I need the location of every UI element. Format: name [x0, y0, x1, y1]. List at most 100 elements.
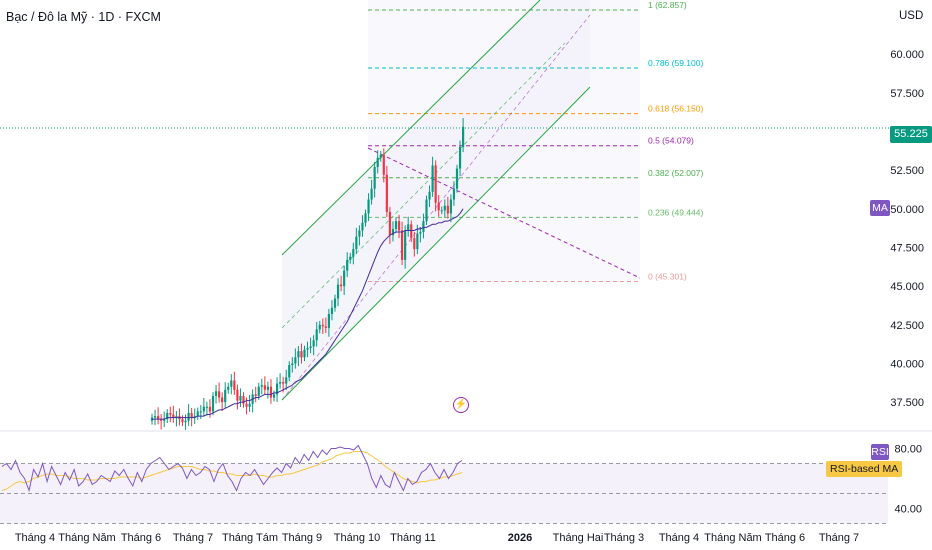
candle-body [285, 377, 288, 384]
channel-lower-line [281, 86, 591, 401]
price-tick-label: 52.500 [890, 165, 924, 177]
candle-body [364, 213, 367, 223]
rsi-label[interactable]: RSI [871, 444, 889, 460]
candle-body [157, 416, 160, 420]
candle-body [324, 326, 327, 328]
candle-body [190, 412, 193, 418]
candle-body [309, 346, 312, 349]
currency-label[interactable]: USD [899, 10, 924, 22]
candle-body [330, 307, 334, 314]
candle-body [419, 232, 422, 234]
time-tick-label: Tháng 7 [819, 532, 859, 544]
fib-level-label: 0.382 (52.007) [648, 168, 703, 178]
fibonacci-fill [368, 0, 640, 280]
candle-body [282, 382, 285, 384]
candle-body [239, 395, 242, 401]
price-tick-label: 40.000 [890, 358, 924, 370]
ma-line [152, 208, 464, 420]
rsi-tick-label: 40.00 [894, 504, 922, 516]
candle-body [202, 406, 205, 412]
fib-level-label: 0.5 (54.079) [648, 136, 694, 146]
time-tick-label: Tháng Năm [58, 532, 115, 544]
rsi-ma-line [1, 451, 463, 491]
candle-body [187, 412, 190, 421]
candle-body [245, 403, 248, 407]
flash-event-icon[interactable]: ⚡ [453, 397, 469, 413]
price-axis[interactable]: 60.00057.50055.00052.50050.00047.50045.0… [890, 49, 924, 409]
candle-body [163, 419, 166, 421]
candle-body [321, 324, 324, 327]
candle-body [349, 256, 352, 260]
candle-body [431, 165, 434, 192]
candle-body [175, 416, 178, 418]
candle-body [263, 385, 266, 390]
candle-body [160, 419, 163, 421]
candle-body [294, 357, 297, 364]
candle-body [193, 416, 196, 418]
candle-body [367, 199, 370, 214]
candle-body [205, 406, 208, 408]
time-tick-label: Tháng 10 [334, 532, 380, 544]
candle-body [269, 386, 273, 398]
fib-level-label: 1 (62.857) [648, 0, 687, 10]
fib-level-label: 0.236 (49.444) [648, 207, 703, 217]
candle-body [443, 205, 446, 211]
price-tick-label: 42.500 [890, 320, 924, 332]
candle-body [242, 395, 245, 404]
candle-body [327, 313, 330, 328]
candle-body [388, 211, 391, 236]
symbol-title[interactable]: Bạc / Đô la Mỹ · 1D · FXCM [6, 10, 161, 24]
candle-body [214, 391, 218, 396]
time-tick-label: Tháng 7 [173, 532, 213, 544]
rsi-ma-label[interactable]: RSI-based MA [826, 461, 903, 477]
candle-body [248, 403, 251, 407]
candle-body [208, 406, 212, 412]
candle-body [434, 165, 437, 203]
fibonacci-levels[interactable]: 1 (62.857) 0.786 (59.100) 0.618 (56.150) 0.… [0, 0, 890, 401]
candle-body [312, 340, 315, 347]
fib-diagonal-line [367, 147, 641, 279]
channel-mid-line [281, 42, 566, 329]
moving-average [152, 208, 464, 420]
rsi-tick-label: 80.00 [894, 444, 922, 456]
candle-body [340, 284, 343, 287]
time-tick-label: Tháng Tám [222, 532, 278, 544]
rsi-pane: 80.00 40.00 [0, 430, 932, 524]
channel-upper-line [281, 0, 541, 256]
candle-body [385, 174, 388, 212]
candle-body [352, 249, 355, 257]
candle-body [318, 324, 321, 330]
candle-body [343, 270, 346, 287]
time-tick-label: Tháng 6 [765, 532, 805, 544]
candlesticks [150, 118, 465, 430]
parallel-channel[interactable] [281, 0, 591, 401]
candle-body [288, 365, 291, 378]
rsi-line [1, 444, 463, 493]
candle-body [315, 329, 318, 341]
price-tick-label: 57.500 [890, 88, 924, 100]
time-axis[interactable]: Tháng 4 Tháng Năm Tháng 6 Tháng 7 Tháng Tám T… [15, 532, 859, 544]
candle-body [379, 154, 382, 158]
time-tick-label: 2026 [508, 532, 532, 544]
candle-body [376, 157, 379, 168]
candle-body [257, 386, 260, 396]
candle-body [336, 284, 340, 299]
candle-body [169, 412, 172, 415]
candle-body [297, 351, 300, 358]
candle-body [346, 259, 349, 271]
ma-label[interactable]: MA [870, 200, 890, 216]
price-tick-label: 47.500 [890, 242, 924, 254]
candle-body [437, 202, 440, 211]
candle-body [382, 154, 385, 175]
candle-body [184, 420, 187, 423]
time-tick-label: Tháng 6 [121, 532, 161, 544]
candle-body [272, 394, 276, 398]
candle-body [413, 238, 416, 250]
candle-body [428, 191, 431, 200]
candle-body [306, 348, 309, 350]
candle-body [233, 380, 236, 390]
candle-body [391, 228, 395, 236]
last-price-label: 55.225 [890, 126, 932, 143]
candle-body [373, 167, 376, 189]
